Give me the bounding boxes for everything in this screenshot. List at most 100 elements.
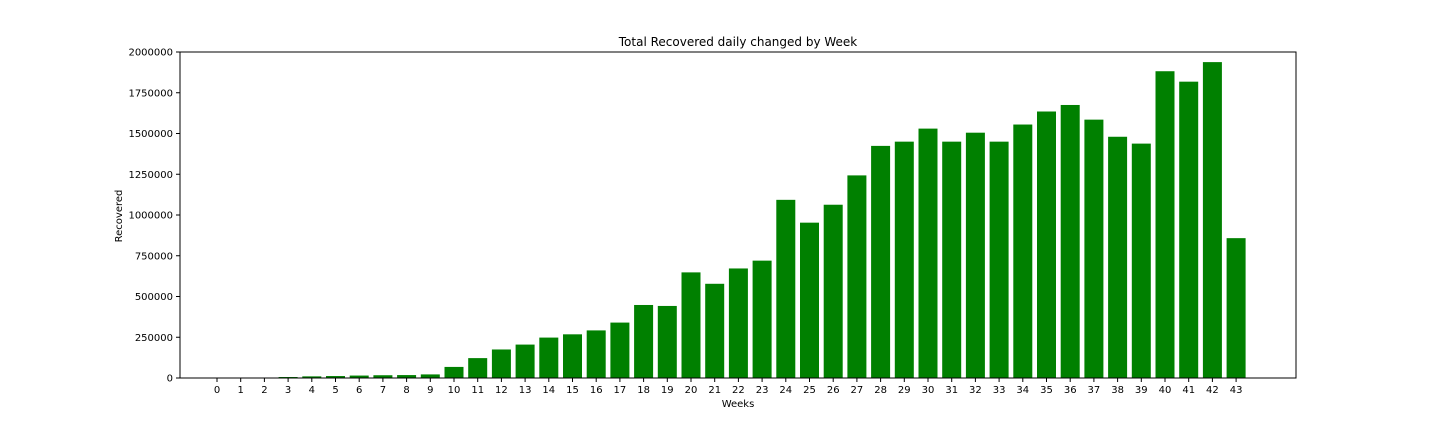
bar-week-39 — [1131, 143, 1151, 378]
y-tick-label: 1750000 — [128, 88, 173, 99]
bar-week-25 — [800, 222, 819, 378]
x-tick-label: 38 — [1111, 385, 1124, 396]
bar-week-40 — [1155, 71, 1175, 378]
bar-week-42 — [1202, 62, 1222, 379]
y-axis-ticks: 0 250000 500000 750000 1000000 1250000 1500000… — [128, 48, 180, 385]
x-tick-label: 37 — [1088, 385, 1101, 396]
x-tick-label: 23 — [756, 385, 769, 396]
x-tick-label: 5 — [332, 385, 338, 396]
bar-week-37 — [1084, 119, 1104, 378]
x-tick-label: 17 — [614, 385, 627, 396]
x-tick-label: 41 — [1182, 385, 1195, 396]
bar-week-38 — [1108, 136, 1128, 378]
x-tick-label: 26 — [827, 385, 840, 396]
y-tick-label: 0 — [167, 374, 173, 385]
x-tick-label: 6 — [356, 385, 362, 396]
bar-week-30 — [918, 128, 938, 378]
x-tick-label: 14 — [542, 385, 555, 396]
bar-week-8 — [397, 375, 417, 378]
x-tick-label: 35 — [1040, 385, 1053, 396]
x-tick-label: 30 — [922, 385, 935, 396]
bar-week-36 — [1060, 104, 1080, 378]
bar-week-35 — [1037, 111, 1056, 378]
x-tick-label: 16 — [590, 385, 603, 396]
x-tick-label: 34 — [1016, 385, 1029, 396]
x-tick-label: 9 — [427, 385, 433, 396]
bar-week-14 — [539, 337, 559, 378]
x-tick-label: 31 — [945, 385, 958, 396]
x-tick-label: 7 — [380, 385, 386, 396]
x-tick-label: 4 — [309, 385, 315, 396]
bar-week-12 — [491, 349, 511, 378]
x-tick-label: 0 — [214, 385, 220, 396]
x-tick-label: 10 — [448, 385, 461, 396]
bar-week-32 — [965, 132, 985, 378]
x-tick-label: 36 — [1064, 385, 1077, 396]
y-axis-title: Recovered — [114, 190, 125, 243]
x-tick-label: 13 — [519, 385, 532, 396]
chart-title: Total Recovered daily changed by Week — [618, 35, 858, 49]
bar-week-28 — [871, 145, 891, 378]
bars-group — [254, 62, 1246, 379]
x-tick-label: 8 — [403, 385, 409, 396]
x-tick-label: 19 — [661, 385, 674, 396]
x-tick-label: 3 — [285, 385, 291, 396]
x-tick-label: 28 — [874, 385, 887, 396]
bar-week-4 — [302, 376, 322, 378]
bar-week-24 — [776, 199, 796, 378]
x-tick-label: 40 — [1159, 385, 1172, 396]
x-tick-label: 22 — [732, 385, 745, 396]
x-tick-label: 42 — [1206, 385, 1219, 396]
x-tick-label: 32 — [969, 385, 982, 396]
bar-week-10 — [444, 366, 464, 378]
bar-week-9 — [420, 374, 440, 378]
bar-week-19 — [657, 305, 677, 378]
x-tick-label: 29 — [898, 385, 911, 396]
bar-week-17 — [610, 322, 630, 378]
bar-week-15 — [563, 334, 582, 378]
bar-week-5 — [326, 376, 345, 378]
bar-week-29 — [894, 141, 914, 378]
plot-frame — [179, 51, 1297, 379]
bar-week-27 — [847, 175, 867, 378]
bar-week-6 — [349, 375, 369, 378]
x-tick-label: 25 — [803, 385, 816, 396]
y-tick-label: 1250000 — [128, 170, 173, 181]
bar-week-21 — [705, 283, 725, 378]
x-tick-label: 2 — [261, 385, 267, 396]
bar-week-22 — [728, 268, 748, 378]
x-tick-label: 43 — [1230, 385, 1243, 396]
bar-week-23 — [752, 260, 772, 378]
bar-week-20 — [681, 272, 701, 378]
bar-week-13 — [515, 344, 535, 378]
x-tick-label: 15 — [566, 385, 579, 396]
bar-week-18 — [634, 304, 654, 378]
y-tick-label: 500000 — [135, 292, 173, 303]
y-tick-label: 750000 — [135, 251, 173, 262]
x-axis-title: Weeks — [722, 399, 755, 410]
x-tick-label: 1 — [238, 385, 244, 396]
y-tick-label: 2000000 — [128, 48, 173, 59]
x-tick-label: 33 — [993, 385, 1006, 396]
x-tick-label: 18 — [637, 385, 650, 396]
bar-week-26 — [823, 204, 843, 378]
bar-week-33 — [989, 141, 1009, 378]
y-tick-label: 1500000 — [128, 129, 173, 140]
bar-week-41 — [1179, 81, 1199, 379]
bar-week-16 — [586, 330, 606, 378]
bar-week-11 — [468, 358, 488, 378]
bar-week-7 — [373, 375, 393, 378]
x-axis-ticks: 0 1 2 3 4 5 6 7 8 9 10 11 12 13 14 15 16 17 18 19 20 21 22 23 24… — [214, 378, 1243, 396]
bar-week-31 — [942, 141, 962, 378]
bar-week-34 — [1013, 124, 1033, 378]
x-tick-label: 20 — [685, 385, 698, 396]
x-tick-label: 11 — [471, 385, 484, 396]
y-tick-label: 250000 — [135, 333, 173, 344]
bar-week-43 — [1226, 238, 1246, 378]
x-tick-label: 39 — [1135, 385, 1148, 396]
x-tick-label: 21 — [708, 385, 721, 396]
x-tick-label: 24 — [779, 385, 792, 396]
x-tick-label: 12 — [495, 385, 508, 396]
y-tick-label: 1000000 — [128, 211, 173, 222]
